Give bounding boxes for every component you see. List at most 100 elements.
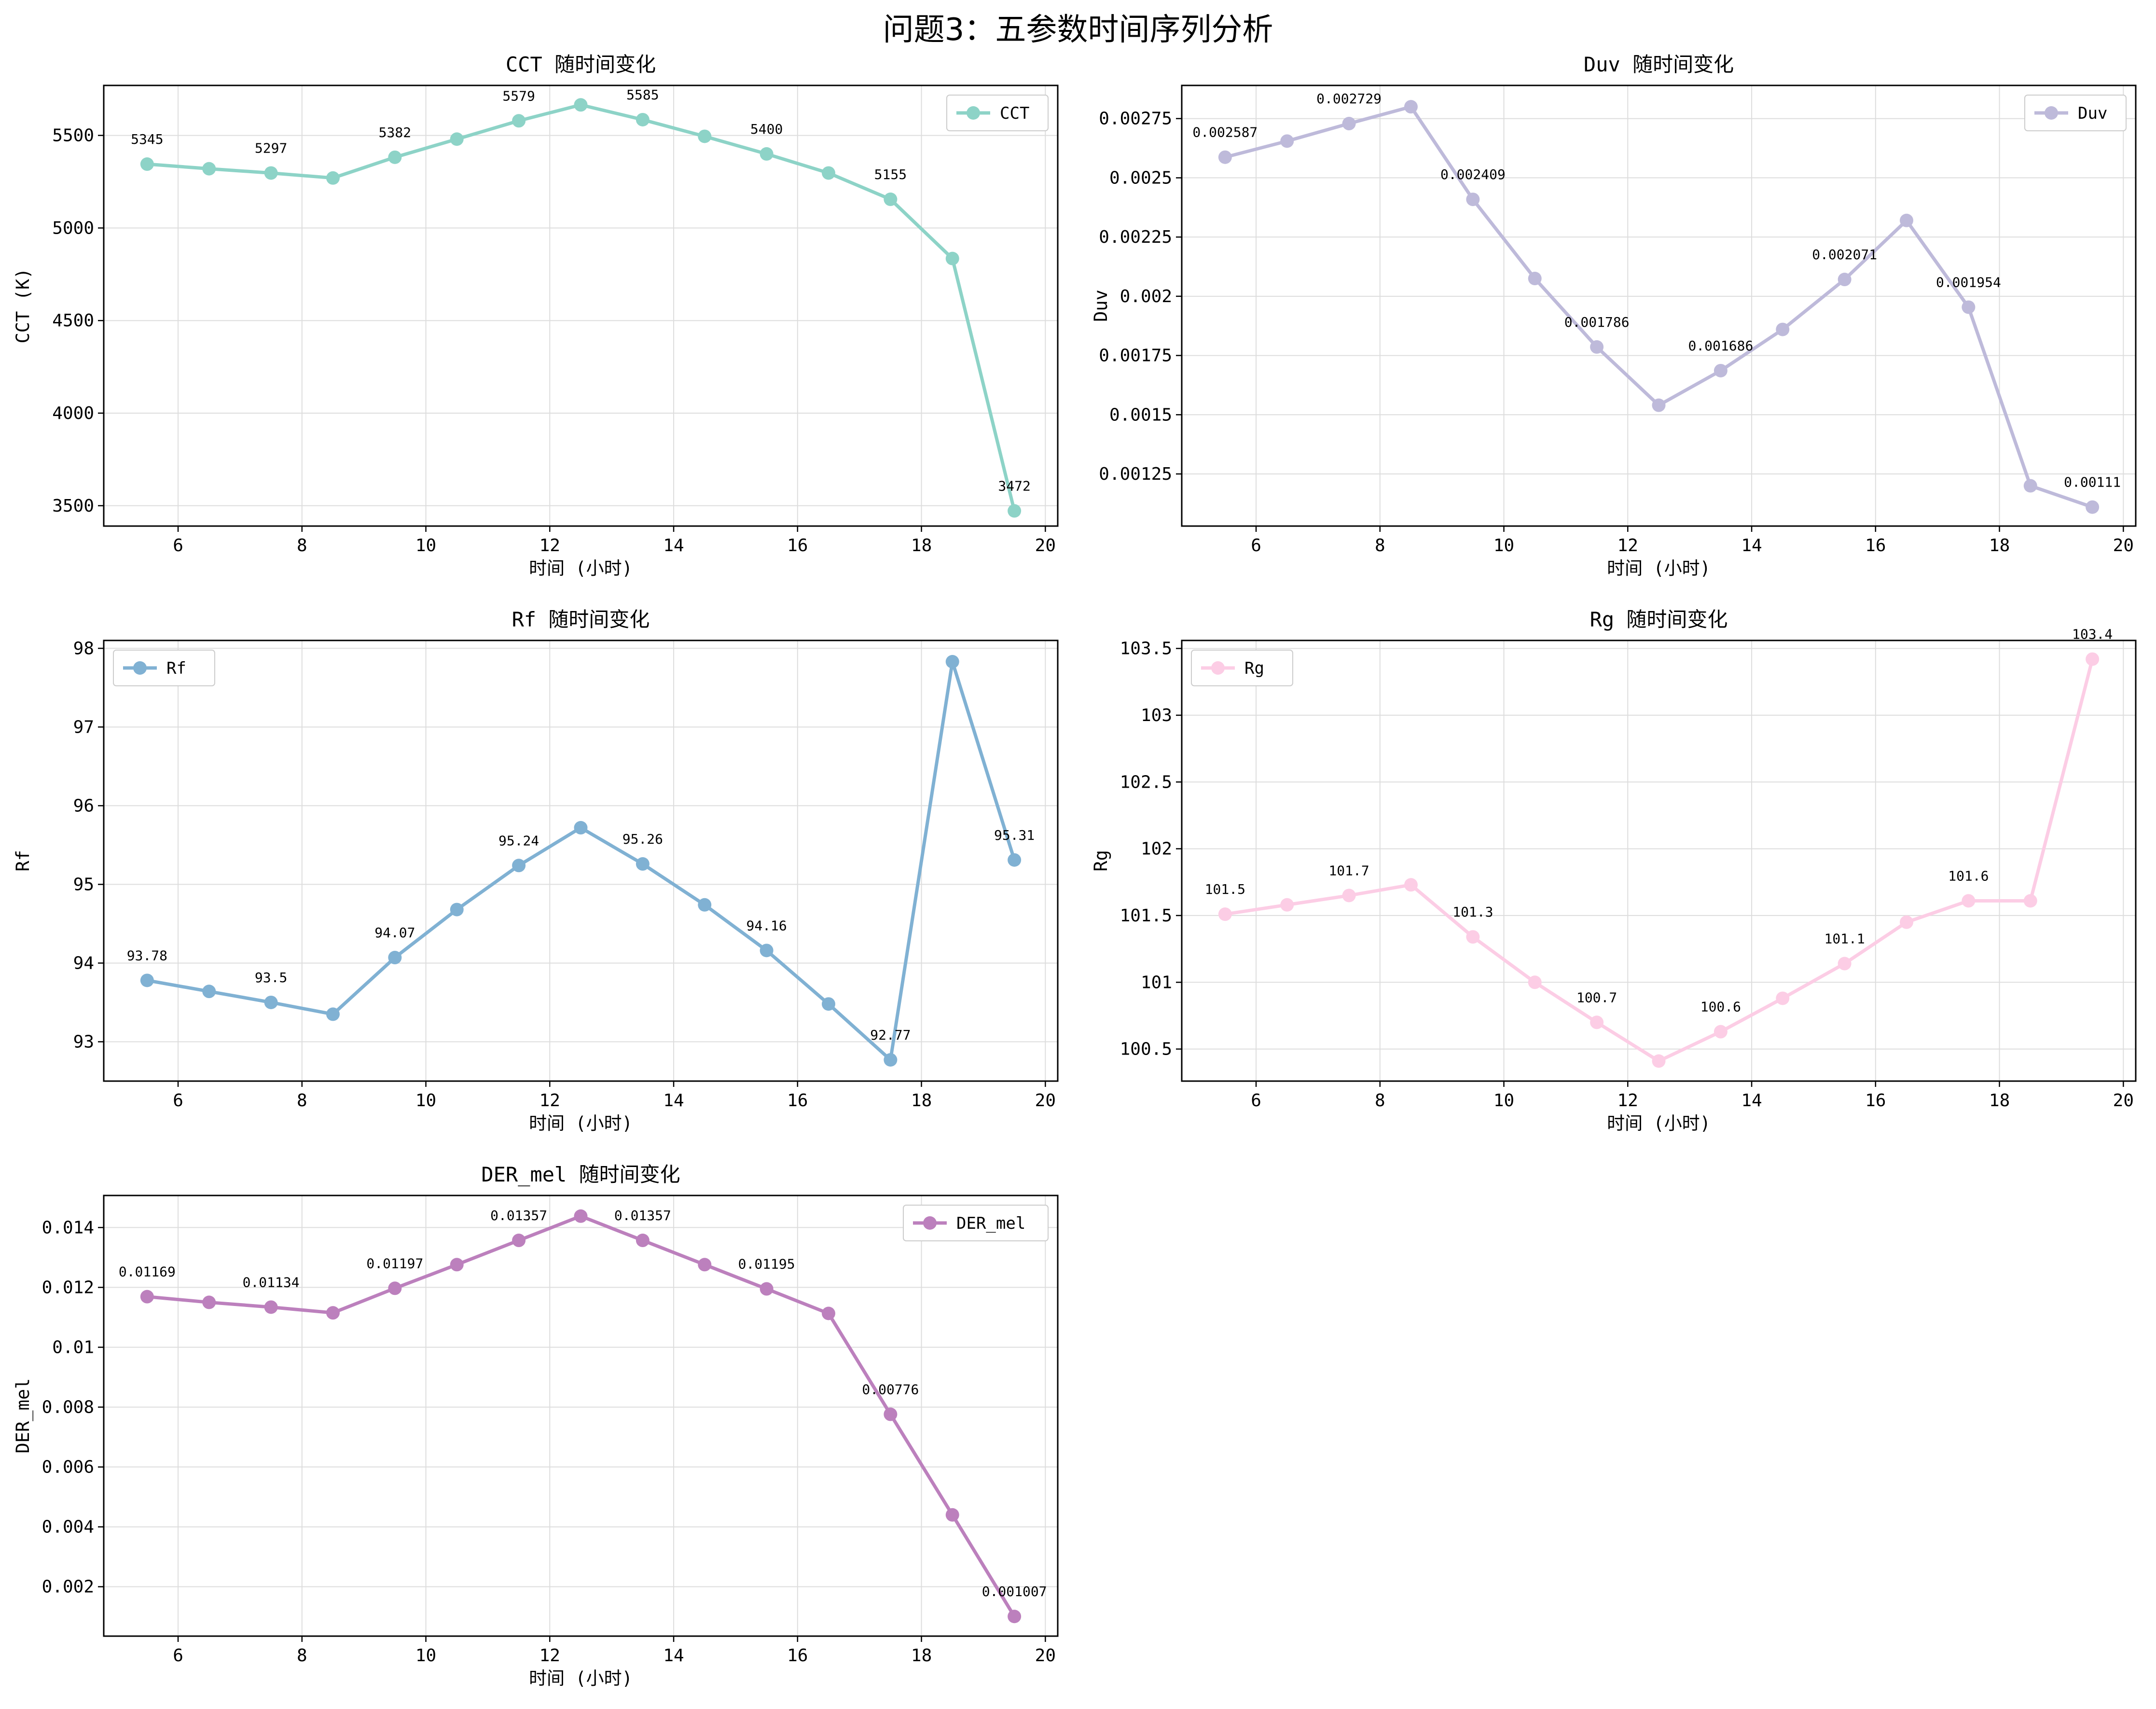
x-axis-label: 时间 (小时) [1607, 1113, 1711, 1134]
y-tick-label: 0.0025 [1109, 168, 1172, 188]
data-point [822, 1306, 836, 1320]
data-point [698, 129, 712, 143]
data-label: 0.002729 [1316, 91, 1382, 107]
data-point [636, 112, 650, 126]
cct-chart: CCT 随时间变化 6 8 10 12 14 16 18 20 3500 4000 4500 5000 5… [13, 53, 1059, 579]
data-point [945, 1508, 959, 1522]
data-label: 0.00776 [862, 1381, 919, 1397]
data-label: 0.01197 [366, 1255, 423, 1271]
rg-chart: Rg 随时间变化 6 8 10 12 14 16 18 20 100.5 101 101.5 102 10… [1091, 608, 2137, 1134]
data-label: 95.26 [622, 831, 663, 847]
der-mel-chart: DER_mel 随时间变化 6 8 10 12 14 16 18 20 0.002 0.004 0.0… [13, 1163, 1059, 1689]
x-tick-label: 16 [1865, 1091, 1886, 1111]
legend-swatch-marker [133, 661, 147, 675]
data-point [1652, 1054, 1666, 1068]
data-point [1962, 300, 1976, 314]
data-point [1962, 894, 1976, 908]
legend-label: Rg [1244, 659, 1264, 678]
y-tick-label: 102.5 [1120, 772, 1172, 792]
data-point [450, 903, 464, 917]
x-tick-label: 14 [663, 1091, 684, 1111]
data-point [1776, 322, 1790, 336]
rf-chart: Rf 随时间变化 6 8 10 12 14 16 18 20 93 94 95 96 97 98 时间 (小时… [13, 608, 1059, 1134]
data-label: 5382 [379, 125, 411, 140]
x-tick-label: 18 [911, 1646, 932, 1666]
x-tick-label: 18 [911, 1091, 932, 1111]
y-tick-label: 97 [73, 717, 94, 737]
y-tick-label: 0.014 [42, 1218, 94, 1237]
x-tick-label: 14 [663, 536, 684, 556]
data-point [1900, 213, 1914, 227]
data-point [1404, 100, 1418, 114]
data-point [326, 1007, 340, 1021]
x-tick-label: 10 [1493, 1091, 1514, 1111]
data-point [760, 1282, 774, 1296]
data-point [1900, 915, 1914, 929]
data-point [884, 1407, 898, 1421]
data-label: 0.001007 [982, 1584, 1047, 1599]
data-point [884, 1053, 898, 1067]
data-label: 5585 [626, 87, 659, 103]
data-point [574, 98, 588, 112]
y-axis-label: Duv [1091, 290, 1111, 322]
chart-title: Duv 随时间变化 [1584, 53, 1734, 76]
y-tick-label: 95 [73, 875, 94, 894]
data-point [140, 157, 154, 171]
data-point [202, 1295, 216, 1309]
plot-frame [103, 639, 1059, 1082]
x-tick-label: 8 [297, 536, 307, 556]
data-point [574, 821, 588, 835]
y-tick-label: 3500 [52, 496, 94, 516]
data-label: 92.77 [870, 1027, 911, 1043]
x-tick-label: 16 [1865, 536, 1886, 556]
data-label: 101.6 [1948, 868, 1989, 884]
data-point [636, 857, 650, 871]
legend-swatch-marker [967, 106, 980, 120]
data-point [1714, 1025, 1728, 1039]
data-point [388, 951, 402, 965]
legend-swatch-marker [923, 1216, 937, 1230]
data-label: 93.5 [255, 970, 287, 986]
data-point [512, 114, 526, 128]
data-point [1280, 134, 1294, 148]
legend-swatch-marker [2045, 106, 2058, 120]
data-point [1466, 930, 1480, 944]
x-tick-label: 16 [787, 1646, 808, 1666]
y-axis-label: Rf [13, 850, 33, 872]
legend-box [113, 650, 215, 686]
x-tick-label: 16 [787, 1091, 808, 1111]
x-tick-label: 10 [1493, 536, 1514, 556]
y-tick-label: 5000 [52, 218, 94, 238]
y-tick-label: 5500 [52, 126, 94, 146]
y-axis-label: CCT (K) [13, 268, 33, 344]
x-tick-label: 20 [2113, 1091, 2134, 1111]
y-tick-label: 0.006 [42, 1458, 94, 1477]
data-label: 5345 [131, 131, 163, 147]
data-point [512, 859, 526, 873]
y-tick-label: 0.00125 [1099, 464, 1172, 484]
x-tick-label: 10 [415, 536, 436, 556]
legend-box [1191, 650, 1293, 686]
y-axis-label: Rg [1091, 850, 1111, 872]
x-tick-label: 14 [1741, 536, 1762, 556]
data-point [636, 1234, 650, 1248]
duv-chart: Duv 随时间变化 6 8 10 12 14 16 18 20 0.00125 0.0015 0.00… [1091, 53, 2137, 579]
legend-label: DER_mel [956, 1214, 1025, 1233]
y-tick-label: 93 [73, 1032, 94, 1052]
data-point [512, 1234, 526, 1248]
y-tick-label: 103 [1141, 706, 1172, 725]
plot-frame [103, 1195, 1059, 1637]
data-label: 0.002587 [1192, 125, 1258, 140]
legend-box [946, 95, 1049, 131]
data-point [1528, 975, 1542, 989]
data-point [2023, 894, 2037, 908]
x-tick-label: 20 [1035, 536, 1056, 556]
data-point [698, 1258, 712, 1272]
y-tick-label: 0.0015 [1109, 405, 1172, 425]
series-line-rg [1225, 658, 2094, 1063]
plot-frame [103, 84, 1059, 527]
y-tick-label: 101 [1141, 973, 1172, 992]
y-tick-label: 0.012 [42, 1278, 94, 1297]
y-tick-label: 0.00175 [1099, 346, 1172, 366]
data-point [1008, 1610, 1022, 1624]
